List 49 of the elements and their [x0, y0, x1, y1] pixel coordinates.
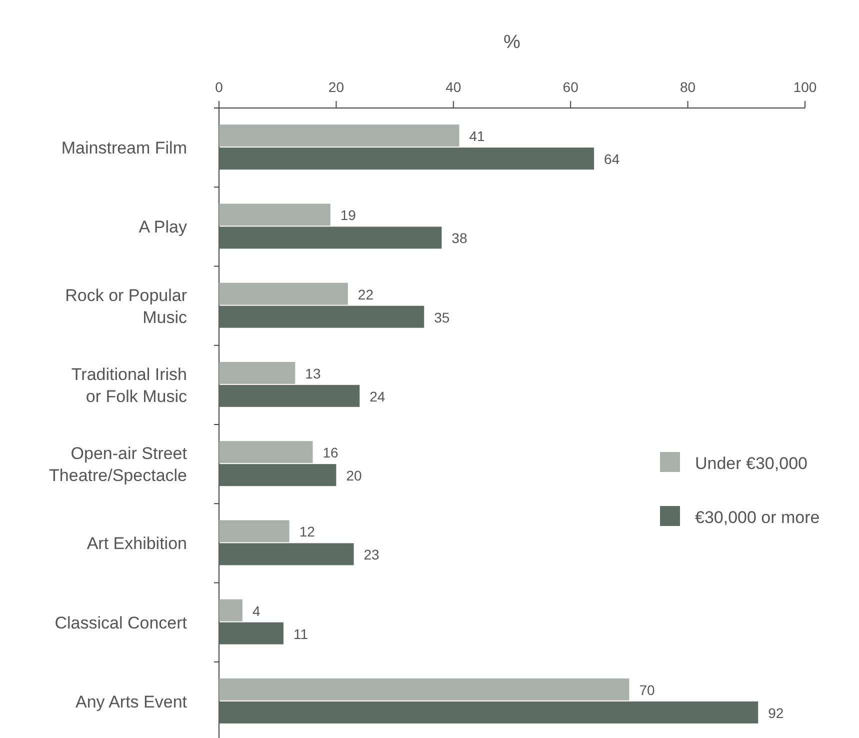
x-tick-label: 40 — [446, 79, 462, 95]
bar — [219, 441, 313, 464]
data-label: 35 — [434, 309, 450, 326]
bar — [219, 306, 424, 328]
bar — [219, 701, 758, 724]
data-label: 11 — [293, 626, 308, 642]
bar — [219, 543, 354, 566]
bar — [219, 622, 284, 644]
data-label: 24 — [370, 388, 386, 404]
data-label: 41 — [469, 128, 486, 144]
y-tick-label: A Play — [138, 218, 188, 237]
x-tick-label: 20 — [328, 79, 344, 95]
bar — [219, 124, 460, 147]
bar — [219, 599, 242, 622]
data-label: 13 — [305, 365, 321, 382]
bar — [219, 226, 442, 249]
y-tick-label: Mainstream Film — [61, 138, 187, 158]
bar — [219, 204, 330, 226]
data-label: 16 — [322, 444, 339, 461]
data-label: 23 — [364, 546, 380, 563]
data-label: 70 — [639, 682, 655, 698]
bar — [219, 464, 336, 486]
y-tick-label: Traditional Irish or Folk Music — [71, 364, 188, 406]
data-label: 4 — [252, 602, 260, 619]
data-label: 20 — [346, 468, 362, 484]
x-tick-label: 0 — [215, 79, 224, 95]
y-tick-label: Rock or Popular Music — [65, 286, 188, 327]
bar — [219, 520, 290, 542]
x-tick-label: 80 — [680, 79, 696, 95]
x-tick-label: 60 — [562, 79, 579, 95]
y-tick-label: Classical Concert — [54, 613, 188, 632]
legend-label: €30,000 or more — [695, 508, 820, 527]
legend-label: Under €30,000 — [695, 454, 808, 473]
bar — [219, 148, 594, 170]
x-tick-label: 100 — [793, 79, 817, 95]
bar — [219, 678, 630, 700]
data-label: 12 — [299, 524, 316, 540]
bar — [219, 384, 360, 407]
y-tick-label: Any Arts Event — [76, 692, 188, 712]
data-label: 38 — [452, 230, 468, 246]
bar — [219, 362, 296, 384]
y-tick-label: Art Exhibition — [86, 534, 187, 554]
data-label: 19 — [340, 207, 356, 224]
y-tick-label: Open-air Street Theatre/Spectacle — [49, 444, 188, 486]
data-label: 22 — [358, 286, 374, 302]
data-label: 64 — [604, 151, 620, 168]
data-label: 92 — [768, 704, 784, 721]
x-axis-title: % — [504, 32, 521, 53]
bar — [219, 282, 348, 305]
